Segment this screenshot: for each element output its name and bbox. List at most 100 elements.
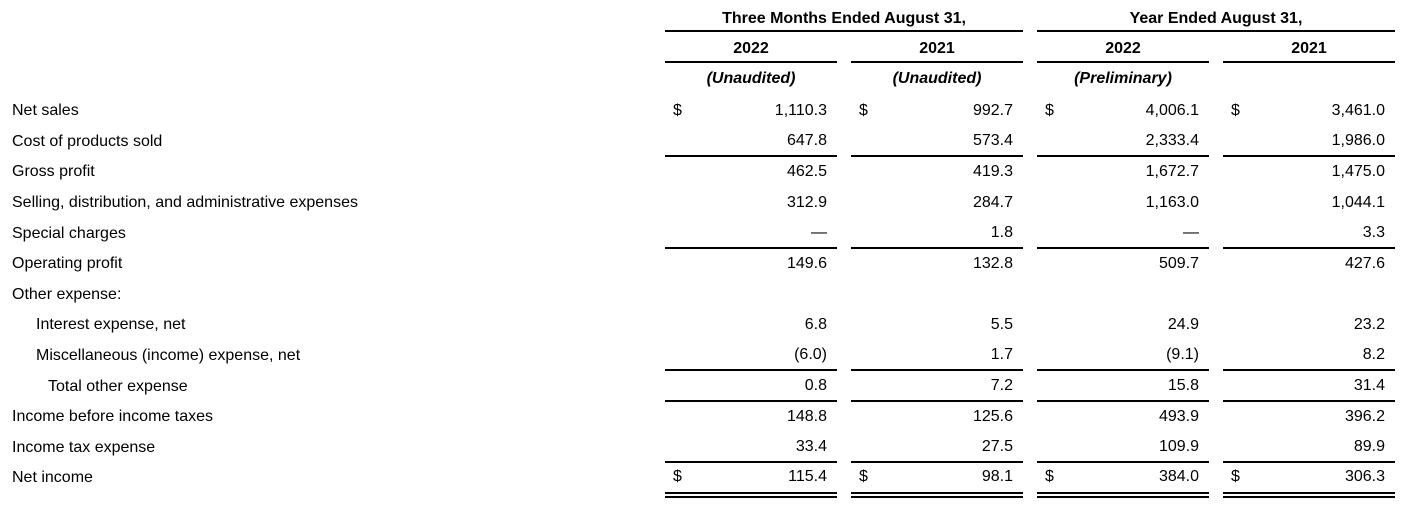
cell-value: 1,672.7	[1145, 163, 1199, 181]
value-cell: 109.9	[1037, 433, 1209, 464]
cell-value: 396.2	[1344, 408, 1385, 426]
value-cell: —	[1037, 218, 1209, 249]
cell-value: (9.1)	[1166, 346, 1199, 364]
row-label: Selling, distribution, and administrativ…	[12, 194, 358, 212]
value-cell: 5.5	[851, 310, 1023, 341]
year-header-3m-2022: 2022	[665, 40, 837, 63]
row-label: Special charges	[12, 224, 126, 242]
value-cell: $384.0	[1037, 463, 1209, 498]
value-cell: 33.4	[665, 433, 837, 464]
value-cell: $98.1	[851, 463, 1023, 498]
row-label: Net income	[12, 469, 93, 487]
income-statement-table: Three Months Ended August 31, Year Ended…	[0, 10, 1401, 530]
dollar-sign: $	[673, 102, 682, 120]
cell-value: 115.4	[788, 468, 827, 486]
cell-value: 384.0	[1158, 468, 1199, 486]
value-cell: (9.1)	[1037, 341, 1209, 372]
dollar-sign: $	[1045, 468, 1054, 486]
dollar-sign: $	[859, 468, 868, 486]
row-label: Cost of products sold	[12, 132, 163, 150]
cell-value: 1,044.1	[1331, 194, 1385, 212]
cell-value: 7.2	[990, 376, 1013, 394]
table-row-net-sales: Net sales $1,110.3 $992.7 $4,006.1 $3,46…	[0, 96, 1401, 127]
cell-value: 27.5	[981, 437, 1013, 455]
group-title-year: Year Ended August 31,	[1129, 10, 1303, 27]
value-cell: 509.7	[1037, 249, 1209, 280]
value-cell-empty	[665, 280, 837, 311]
cell-value: 509.7	[1158, 255, 1199, 273]
value-cell: —	[665, 218, 837, 249]
table-row-cost-of-products-sold: Cost of products sold 647.8 573.4 2,333.…	[0, 127, 1401, 158]
value-cell: $1,110.3	[665, 96, 837, 127]
cell-value: 132.8	[972, 255, 1013, 273]
value-cell: $306.3	[1223, 463, 1395, 498]
cell-value: 306.3	[1344, 468, 1385, 486]
dollar-sign: $	[1231, 468, 1240, 486]
column-group-year: Year Ended August 31,	[1037, 10, 1395, 32]
cell-value: 992.7	[972, 102, 1013, 120]
value-cell: 0.8	[665, 371, 837, 402]
value-cell: 7.2	[851, 371, 1023, 402]
value-cell: 493.9	[1037, 402, 1209, 433]
value-cell: 3.3	[1223, 218, 1395, 249]
row-label: Total other expense	[48, 377, 188, 395]
value-cell: 1,044.1	[1223, 188, 1395, 219]
cell-value: 3,461.0	[1331, 102, 1385, 120]
cell-value: 5.5	[990, 316, 1013, 334]
row-label: Net sales	[12, 102, 79, 120]
cell-value: 2,333.4	[1145, 131, 1199, 149]
value-cell: 427.6	[1223, 249, 1395, 280]
row-label: Interest expense, net	[36, 316, 186, 334]
value-cell-empty	[1223, 280, 1395, 311]
cell-value: 6.8	[804, 316, 827, 334]
cell-value: 4,006.1	[1145, 102, 1199, 120]
table-row-net-income: Net income $115.4 $98.1 $384.0 $306.3	[0, 463, 1401, 498]
value-cell: $4,006.1	[1037, 96, 1209, 127]
value-cell: $3,461.0	[1223, 96, 1395, 127]
cell-value: 149.6	[786, 255, 827, 273]
cell-value: 312.9	[786, 194, 827, 212]
cell-value: 109.9	[1158, 437, 1199, 455]
column-group-three-months: Three Months Ended August 31,	[665, 10, 1023, 32]
table-row-income-tax-expense: Income tax expense 33.4 27.5 109.9 89.9	[0, 433, 1401, 464]
cell-value: 462.5	[786, 163, 827, 181]
table-row-special-charges: Special charges — 1.8 — 3.3	[0, 218, 1401, 249]
value-cell: $992.7	[851, 96, 1023, 127]
value-cell: 89.9	[1223, 433, 1395, 464]
table-row-total-other-expense: Total other expense 0.8 7.2 15.8 31.4	[0, 371, 1401, 402]
value-cell: 419.3	[851, 157, 1023, 188]
cell-value: 647.8	[786, 131, 827, 149]
dollar-sign: $	[859, 102, 868, 120]
value-cell: 2,333.4	[1037, 127, 1209, 158]
table-body: Net sales $1,110.3 $992.7 $4,006.1 $3,46…	[0, 96, 1401, 498]
cell-value: 1,110.3	[774, 102, 827, 120]
cell-value: 1.7	[990, 346, 1013, 364]
table-row-interest-expense: Interest expense, net 6.8 5.5 24.9 23.2	[0, 310, 1401, 341]
cell-value: 419.3	[972, 163, 1013, 181]
table-header-years: 2022 2021 2022 2021	[0, 40, 1401, 63]
cell-value: 0.8	[804, 376, 827, 394]
value-cell: 8.2	[1223, 341, 1395, 372]
value-cell: 1,163.0	[1037, 188, 1209, 219]
value-cell: (6.0)	[665, 341, 837, 372]
value-cell: 23.2	[1223, 310, 1395, 341]
cell-value: 31.4	[1353, 376, 1385, 394]
value-cell: 24.9	[1037, 310, 1209, 341]
table-row-operating-profit: Operating profit 149.6 132.8 509.7 427.6	[0, 249, 1401, 280]
table-row-gross-profit: Gross profit 462.5 419.3 1,672.7 1,475.0	[0, 157, 1401, 188]
cell-value: —	[811, 223, 827, 241]
cell-value: 573.4	[972, 131, 1013, 149]
value-cell-empty	[851, 280, 1023, 311]
dollar-sign: $	[1231, 102, 1240, 120]
table-row-sdna-expenses: Selling, distribution, and administrativ…	[0, 188, 1401, 219]
value-cell: 31.4	[1223, 371, 1395, 402]
note-unaudited-1: (Unaudited)	[706, 70, 796, 87]
group-title-three-months: Three Months Ended August 31,	[722, 10, 966, 27]
cell-value: —	[1183, 223, 1199, 241]
cell-value: 284.7	[972, 194, 1013, 212]
value-cell: 6.8	[665, 310, 837, 341]
value-cell: 647.8	[665, 127, 837, 158]
table-header-groups: Three Months Ended August 31, Year Ended…	[0, 10, 1401, 32]
value-cell: 573.4	[851, 127, 1023, 158]
year-header-yr-2021: 2021	[1223, 40, 1395, 63]
